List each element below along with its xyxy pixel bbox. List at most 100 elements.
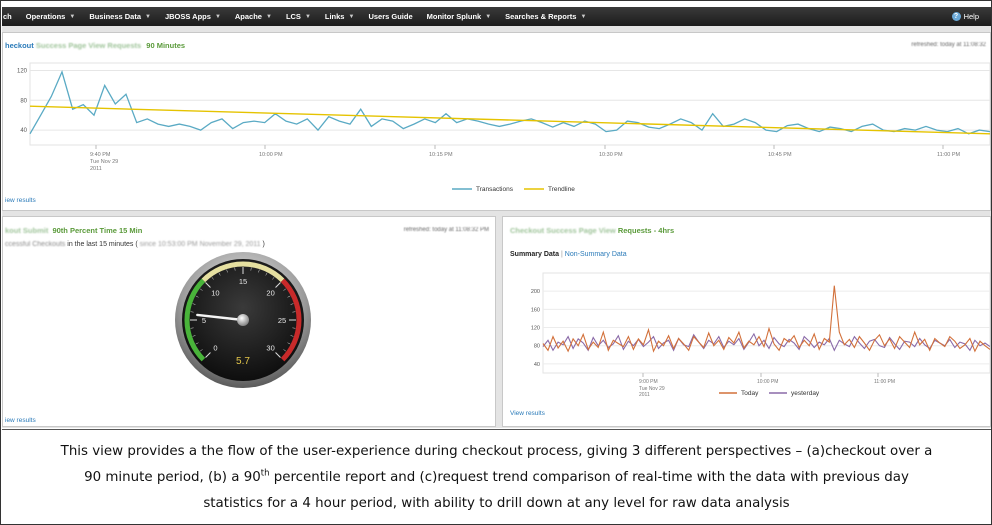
gauge-tick-label: 15	[239, 277, 247, 286]
nav-item-searches-reports[interactable]: Searches & Reports ▼	[498, 12, 593, 21]
gauge-tick-label: 0	[213, 344, 217, 353]
gauge-tick	[226, 269, 228, 273]
nav-item-label: Business Data	[89, 12, 141, 21]
gauge-tick	[287, 295, 291, 298]
gauge-tick	[275, 352, 281, 358]
gauge-hub	[237, 314, 249, 326]
legend-trendline-label: Trendline	[548, 186, 575, 193]
gauge-tick	[199, 288, 203, 291]
panel1-title: heckout Success Page View Requests 90 Mi…	[5, 41, 185, 50]
dashboard-area: heckout Success Page View Requests 90 Mi…	[2, 26, 991, 428]
gauge-tick	[272, 276, 275, 280]
panel3-title: Checkout Success Page View Requests - 4h…	[510, 226, 674, 235]
chart1-x-tick-sublabel: 2011	[90, 166, 102, 172]
chart1-y-tick-label: 40	[20, 128, 27, 134]
chart1-x-tick-label: 10:45 PM	[768, 152, 792, 158]
chart3-x-tick-sublabel: Tue Nov 29	[639, 386, 665, 392]
gauge-band-red	[280, 278, 302, 362]
nav-item-label: Users Guide	[368, 12, 413, 21]
chart3-y-tick-label: 80	[534, 344, 540, 350]
caption-line-2b: percentile report and (c)request trend c…	[269, 469, 909, 485]
chevron-down-icon: ▼	[304, 13, 311, 20]
gauge-tick	[283, 288, 287, 291]
gauge-tick	[290, 335, 294, 337]
trendline-series-line	[29, 105, 990, 135]
panel2-subtitle-part3: since 10:53:00 PM November 29, 2011	[139, 241, 261, 248]
chevron-down-icon: ▼	[348, 13, 355, 20]
chart3-y-tick-label: 160	[531, 307, 540, 313]
today-series-line	[542, 285, 990, 353]
chart1-x-tick-label: 9:40 PM	[90, 152, 111, 158]
panel3-view-results-link[interactable]: View results	[510, 410, 545, 417]
gauge-tick	[283, 349, 287, 352]
chart1-y-tick-label: 80	[20, 98, 27, 104]
gauge-tick	[192, 303, 196, 305]
panel1-legend: Transactions Trendline	[452, 186, 575, 193]
nav-item-label: Links	[324, 12, 345, 21]
nav-item-operations[interactable]: Operations ▼	[19, 12, 83, 21]
panel1-title-part3: 90 Minutes	[146, 41, 186, 50]
nav-item-jboss-apps[interactable]: JBOSS Apps ▼	[158, 12, 228, 21]
tab-non-summary-data[interactable]: Non-Summary Data	[564, 251, 627, 258]
chevron-down-icon: ▼	[265, 13, 272, 20]
figure-caption: This view provides a the flow of the use…	[2, 429, 991, 524]
chevron-down-icon: ▼	[485, 13, 492, 20]
gauge-chart: 0 5 10 15 20 25 30 5.7	[175, 252, 311, 388]
gauge-tick	[275, 282, 281, 288]
panel3-title-part1: Checkout Success Page View	[510, 226, 616, 235]
nav-item-apache[interactable]: Apache ▼	[228, 12, 279, 21]
chart1-x-tick-label: 11:00 PM	[937, 152, 961, 158]
gauge-tick	[258, 269, 260, 273]
gauge-tick	[287, 342, 291, 345]
legend-today-label: Today	[741, 390, 759, 397]
panel2-view-results-link[interactable]: iew results	[5, 417, 36, 424]
panel2-title: kout Submit 90th Percent Time 15 Min	[5, 226, 142, 235]
gauge-needle	[196, 313, 245, 322]
nav-item-ch[interactable]: ch	[2, 12, 19, 21]
caption-line-1: This view provides a the flow of the use…	[60, 443, 933, 459]
panel2-refreshed: refreshed: today at 11:08:32 PM	[403, 227, 489, 233]
panel2-title-part1: kout Submit	[5, 226, 49, 235]
gauge-tick	[265, 272, 268, 276]
chart3-x-tick-label: 10:00 PM	[757, 379, 778, 385]
panel-90th-percentile: kout Submit 90th Percent Time 15 Min ref…	[2, 216, 496, 427]
nav-item-monitor-splunk[interactable]: Monitor Splunk ▼	[420, 12, 499, 21]
panel2-subtitle-part2: in the last 15 minutes (	[67, 241, 138, 248]
nav-item-label: Searches & Reports	[505, 12, 577, 21]
gauge-value-label: 5.7	[236, 356, 250, 367]
chart3-x-tick-label: 11:00 PM	[874, 379, 895, 385]
gauge-tick-label: 20	[266, 288, 274, 297]
gauge-tick	[199, 349, 203, 352]
nav-item-label: Operations	[25, 12, 66, 21]
nav-item-lcs[interactable]: LCS ▼	[279, 12, 318, 21]
panel3-tabs: Summary Data | Non-Summary Data	[510, 251, 627, 258]
tab-summary-data[interactable]: Summary Data	[510, 251, 560, 258]
panel3-legend: Today yesterday	[719, 390, 820, 397]
gauge-tick	[211, 276, 214, 280]
gauge-tick-label: 10	[211, 288, 219, 297]
chart1-x-tick-label: 10:00 PM	[259, 152, 283, 158]
nav-item-label: ch	[3, 12, 12, 21]
gauge-tick	[205, 352, 211, 358]
chart3-y-tick-label: 120	[531, 326, 540, 332]
nav-item-label: Monitor Splunk	[426, 12, 482, 21]
gauge-band-green	[184, 278, 206, 362]
help-link[interactable]: ? Help	[951, 7, 979, 26]
panel2-subtitle-part4: )	[262, 241, 265, 248]
yesterday-series-line	[542, 332, 990, 352]
nav-item-label: Apache	[234, 12, 262, 21]
caption-line-3: statistics for a 4 hour period, with abi…	[203, 495, 790, 511]
chart1-y-tick-label: 120	[17, 68, 28, 74]
legend-transactions-label: Transactions	[476, 186, 514, 193]
nav-item-business-data[interactable]: Business Data ▼	[82, 12, 158, 21]
chart1-x-tick-label: 10:30 PM	[599, 152, 623, 158]
nav-item-users-guide[interactable]: Users Guide	[361, 12, 419, 21]
gauge-tick	[192, 335, 196, 337]
nav-item-links[interactable]: Links ▼	[318, 12, 362, 21]
panel1-view-results-link[interactable]: iew results	[5, 197, 36, 204]
panel2-title-part2: 90th Percent Time 15 Min	[52, 226, 143, 235]
nav-item-label: JBOSS Apps	[164, 12, 211, 21]
chart3-x-tick-label: 9:00 PM	[639, 379, 658, 385]
